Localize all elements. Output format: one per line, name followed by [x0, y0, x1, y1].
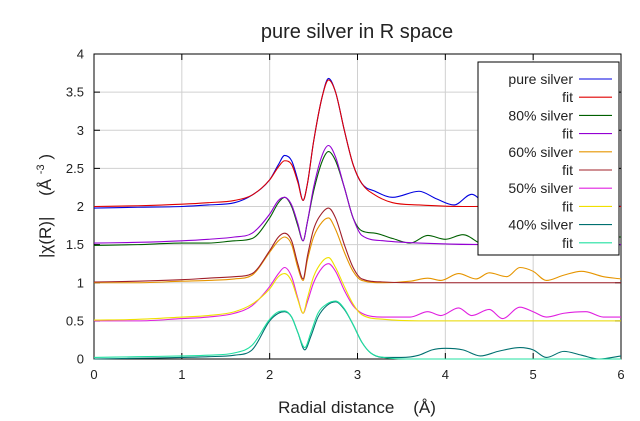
- y-tick-label: 2.5: [66, 161, 84, 176]
- y-tick-label: 3.5: [66, 85, 84, 100]
- series-line-10: [93, 300, 621, 360]
- y-tick-label: 3: [77, 123, 84, 138]
- y-axis-label-exponent: -3: [35, 164, 47, 174]
- y-axis-label-unit: (Å: [36, 178, 55, 196]
- legend-label-9: 40% silver: [508, 217, 573, 233]
- series-line-7: [93, 263, 621, 322]
- legend: pure silver fit 80% silver fit 60% silver fit…: [477, 61, 620, 256]
- x-tick-label: 5: [530, 367, 537, 382]
- legend-label-2: fit: [562, 89, 573, 105]
- legend-label-5: 60% silver: [508, 144, 573, 160]
- y-tick-label: 1: [77, 275, 84, 290]
- x-tick-label: 2: [266, 367, 273, 382]
- series-line-4: [93, 144, 621, 246]
- x-tick-label: 3: [354, 367, 361, 382]
- y-tick-labels: 0 0.5 1 1.5 2 2.5 3 3.5 4: [66, 47, 84, 367]
- legend-label-1: pure silver: [508, 71, 573, 87]
- y-tick-label: 2: [77, 199, 84, 214]
- x-tick-label: 6: [617, 367, 624, 382]
- x-tick-label: 4: [442, 367, 449, 382]
- series-line-8: [93, 257, 621, 322]
- series-line-6: [93, 207, 621, 284]
- x-tick-labels: 0 1 2 3 4 5 6: [90, 367, 624, 382]
- y-tick-label: 4: [77, 47, 84, 62]
- series-line-2: [93, 79, 622, 208]
- series-line-5: [94, 217, 622, 284]
- legend-label-10: fit: [562, 235, 573, 251]
- chart-title: pure silver in R space: [261, 21, 453, 43]
- legend-label-3: 80% silver: [508, 107, 573, 123]
- y-axis-label: |χ(R)| (Å -3 ): [29, 154, 55, 258]
- x-tick-label: 1: [178, 367, 185, 382]
- y-tick-label: 0.5: [66, 313, 84, 328]
- y-tick-label: 1.5: [66, 237, 84, 252]
- y-tick-label: 0: [77, 352, 84, 367]
- x-axis-label: Radial distance (Å): [278, 398, 436, 417]
- svg-text:|χ(R)| (Å -3: |χ(R)| (Å -3 ): [29, 154, 55, 258]
- x-tick-label: 0: [90, 367, 97, 382]
- legend-box: [477, 61, 620, 256]
- series-lines: [93, 77, 622, 360]
- legend-label-8: fit: [562, 198, 573, 214]
- legend-label-4: fit: [562, 126, 573, 142]
- legend-label-6: fit: [562, 162, 573, 178]
- y-axis-label-main: |χ(R)|: [36, 217, 55, 258]
- legend-label-7: 50% silver: [508, 180, 573, 196]
- y-axis-label-close: ): [36, 154, 55, 160]
